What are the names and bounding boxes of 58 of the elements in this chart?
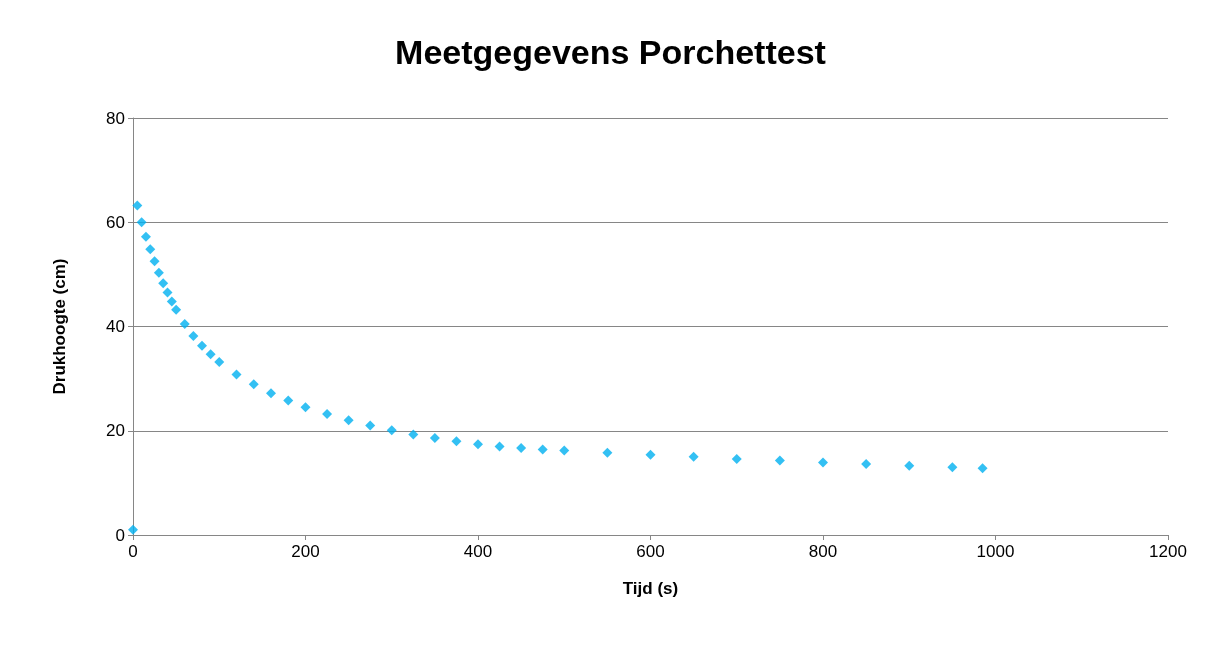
y-tick-label: 20 (106, 421, 125, 441)
point (861, 459, 872, 470)
point (645, 449, 656, 460)
point (688, 451, 699, 462)
x-tick-label: 0 (128, 542, 138, 561)
point (231, 369, 242, 380)
point (977, 463, 988, 474)
point (140, 231, 151, 242)
point (283, 395, 294, 406)
point (300, 402, 311, 413)
point (248, 379, 259, 390)
point (158, 278, 169, 289)
y-tick-label: 40 (106, 317, 125, 336)
point (153, 267, 164, 278)
point (537, 444, 548, 455)
point (171, 304, 182, 315)
point (386, 425, 397, 436)
chart-title: Meetgegevens Porchettest (395, 33, 826, 71)
point (343, 415, 354, 426)
point (451, 436, 462, 447)
point (136, 217, 147, 228)
point (132, 200, 143, 211)
point (214, 356, 225, 367)
x-tick-label: 1200 (1149, 542, 1187, 561)
point (145, 244, 156, 255)
point (205, 349, 216, 360)
point (559, 445, 570, 456)
point (516, 442, 527, 453)
point (162, 287, 173, 298)
point (179, 318, 190, 329)
point (947, 462, 958, 473)
point (473, 439, 483, 450)
point (322, 409, 333, 420)
point (904, 460, 915, 471)
x-tick-label: 600 (636, 542, 665, 561)
x-tick-label: 200 (291, 542, 320, 561)
point (188, 330, 199, 341)
y-tick-label: 80 (106, 108, 125, 128)
point (149, 256, 160, 267)
point (818, 457, 828, 468)
y-tick-label: 60 (106, 212, 125, 232)
point (774, 455, 785, 466)
point (408, 429, 419, 440)
point (166, 296, 177, 307)
y-axis-title: Drukhoogte (cm) (50, 258, 69, 395)
point (494, 441, 505, 452)
point (429, 433, 440, 444)
point (266, 388, 276, 399)
point (197, 340, 207, 351)
x-tick-label: 800 (808, 542, 838, 561)
point (602, 447, 613, 458)
point (365, 420, 376, 431)
x-axis-title: Tijd (s) (622, 579, 679, 598)
x-tick-label: 1000 (976, 542, 1015, 561)
point (731, 453, 742, 464)
point (128, 524, 138, 535)
y-tick-label: 0 (115, 525, 125, 545)
x-tick-label: 400 (463, 542, 493, 561)
